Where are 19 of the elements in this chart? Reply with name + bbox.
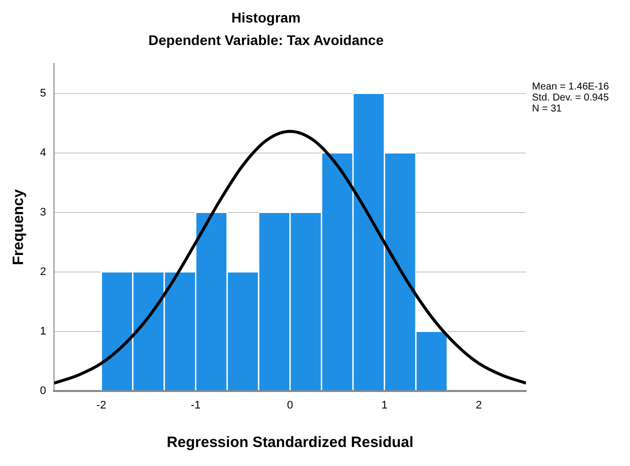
text: N = 31 bbox=[532, 103, 562, 114]
y-tick-label: 0 bbox=[40, 384, 46, 397]
x-tick-label: -2 bbox=[96, 399, 106, 412]
y-tick-label: 4 bbox=[40, 146, 46, 159]
y-tick-label: 1 bbox=[40, 325, 46, 338]
y-tick-label: 3 bbox=[40, 206, 46, 218]
x-tick-label: 2 bbox=[476, 399, 482, 412]
y-axis-title: Frequency bbox=[10, 188, 28, 266]
x-tick-label: 1 bbox=[381, 399, 388, 412]
text: Mean = 1.46E-16 bbox=[532, 81, 610, 92]
x-tick-label: 0 bbox=[286, 399, 294, 412]
chart-subtitle: Dependent Variable: Tax Avoidance bbox=[148, 32, 384, 48]
line-series bbox=[54, 130, 526, 385]
y-tick-label: 5 bbox=[40, 87, 46, 100]
x-axis-title: Regression Standardized Residual bbox=[166, 434, 414, 452]
text: Std. Dev. = 0.945 bbox=[532, 92, 610, 104]
y-tick-label: 2 bbox=[40, 266, 46, 278]
chart-title: Histogram bbox=[231, 9, 301, 26]
x-tick-label: -1 bbox=[190, 399, 201, 412]
